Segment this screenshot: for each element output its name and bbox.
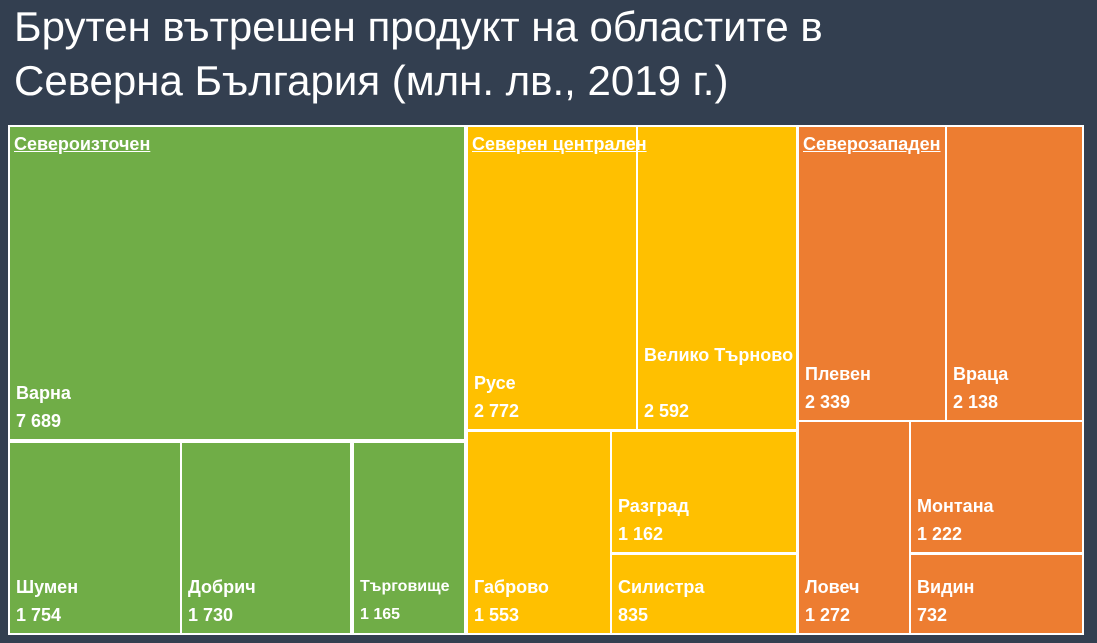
region-label-североизточен: Североизточен bbox=[14, 134, 151, 154]
cell-value: 732 bbox=[917, 605, 948, 625]
treemap-cell-добрич: Добрич 1 730 bbox=[180, 441, 352, 635]
treemap-cell-търговище: Търговище 1 165 bbox=[352, 441, 466, 635]
cell-value: 7 689 bbox=[16, 411, 62, 431]
cell-value: 1 272 bbox=[805, 605, 851, 625]
cell-name: Габрово bbox=[474, 577, 549, 597]
treemap-cell-разград: Разград 1 162 bbox=[610, 430, 798, 554]
cell-value: 1 730 bbox=[188, 605, 234, 625]
cell-name: Силистра bbox=[618, 577, 705, 597]
chart-title: Брутен вътрешен продукт на областите в С… bbox=[14, 0, 1084, 108]
cell-value: 1 165 bbox=[360, 606, 401, 623]
cell-value: 1 754 bbox=[16, 605, 62, 625]
cell-name: Плевен bbox=[805, 364, 871, 384]
treemap-cell-ловеч: Ловеч 1 272 bbox=[797, 420, 911, 635]
cell-value: 1 222 bbox=[917, 524, 963, 544]
treemap-cell-русе: Русе 2 772 bbox=[466, 125, 638, 431]
treemap-cell-габрово: Габрово 1 553 bbox=[466, 430, 612, 635]
cell-name: Велико Търново bbox=[644, 345, 794, 365]
region-label-северен-централен: Северен централен bbox=[472, 134, 647, 154]
cell-name: Монтана bbox=[917, 496, 994, 516]
treemap-cell-варна: Варна 7 689 bbox=[8, 125, 466, 441]
chart-title-line-1: Брутен вътрешен продукт на областите в bbox=[14, 3, 823, 50]
treemap-cell-шумен: Шумен 1 754 bbox=[8, 441, 182, 635]
cell-name: Разград bbox=[618, 496, 689, 516]
cell-name: Търговище bbox=[360, 578, 450, 595]
cell-value: 2 592 bbox=[644, 401, 690, 421]
cell-name: Ловеч bbox=[805, 577, 860, 597]
chart-title-line-2: Северна България (млн. лв., 2019 г.) bbox=[14, 57, 729, 104]
cell-value: 2 138 bbox=[953, 392, 999, 412]
region-label-северозападен: Северозападен bbox=[803, 134, 941, 154]
treemap: Варна 7 689 Шумен 1 754 Добрич 1 730 Търговище… bbox=[8, 125, 1084, 635]
cell-value: 1 553 bbox=[474, 605, 520, 625]
cell-name: Варна bbox=[16, 383, 71, 403]
cell-value: 1 162 bbox=[618, 524, 664, 544]
cell-name: Русе bbox=[474, 373, 516, 393]
cell-name: Враца bbox=[953, 364, 1009, 384]
cell-name: Добрич bbox=[188, 577, 256, 597]
treemap-cell-плевен: Плевен 2 339 bbox=[797, 125, 947, 422]
treemap-cell-монтана: Монтана 1 222 bbox=[909, 420, 1084, 554]
cell-value: 2 772 bbox=[474, 401, 520, 421]
cell-value: 835 bbox=[618, 605, 649, 625]
treemap-cell-силистра: Силистра 835 bbox=[610, 553, 798, 635]
treemap-cell-велико-търново: Велико Търново 2 592 bbox=[636, 125, 798, 431]
treemap-cell-враца: Враца 2 138 bbox=[945, 125, 1084, 422]
cell-name: Шумен bbox=[16, 577, 79, 597]
cell-value: 2 339 bbox=[805, 392, 851, 412]
treemap-cell-видин: Видин 732 bbox=[909, 553, 1084, 635]
cell-name: Видин bbox=[917, 577, 975, 597]
